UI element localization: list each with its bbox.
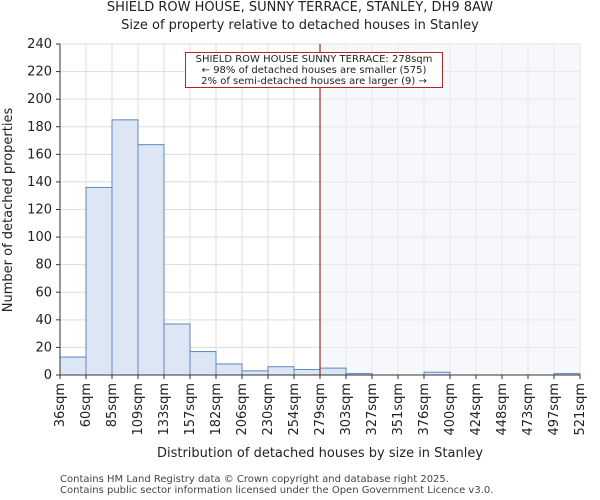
x-tick-label: 351sqm: [391, 383, 406, 436]
histogram-bar: [137, 144, 165, 376]
histogram-bar: [189, 351, 217, 376]
histogram-bar: [59, 356, 87, 376]
annotation-line-2: ← 98% of detached houses are smaller (57…: [201, 65, 427, 76]
y-axis-label: Number of detached properties: [1, 108, 16, 313]
y-tick-label: 120: [27, 203, 52, 218]
histogram-bar: [111, 119, 139, 376]
x-tick-label: 157sqm: [183, 383, 198, 436]
chart-subtitle: Size of property relative to detached ho…: [121, 18, 479, 33]
y-tick-label: 140: [27, 175, 52, 190]
x-tick-label: 521sqm: [573, 383, 588, 436]
histogram-bar: [293, 368, 321, 376]
x-tick-label: 109sqm: [131, 383, 146, 436]
y-tick-label: 240: [27, 37, 52, 52]
chart-title: SHIELD ROW HOUSE, SUNNY TERRACE, STANLEY…: [106, 0, 494, 15]
x-tick-label: 424sqm: [469, 383, 484, 436]
y-tick-label: 20: [35, 340, 52, 355]
x-tick-label: 60sqm: [79, 383, 94, 427]
y-tick-label: 40: [35, 313, 52, 328]
histogram-bar: [215, 363, 243, 376]
histogram-bar: [267, 366, 295, 376]
annotation-box: SHIELD ROW HOUSE SUNNY TERRACE: 278sqm ←…: [185, 52, 443, 88]
annotation-line-1: SHIELD ROW HOUSE SUNNY TERRACE: 278sqm: [195, 54, 433, 65]
x-tick-label: 448sqm: [495, 383, 510, 436]
y-tick-label: 160: [27, 147, 52, 162]
histogram-bar: [241, 370, 269, 376]
annotation-line-3: 2% of semi-detached houses are larger (9…: [201, 76, 427, 87]
y-tick-label: 180: [27, 120, 52, 135]
y-tick-label: 220: [27, 65, 52, 80]
x-tick-label: 206sqm: [235, 383, 250, 436]
x-tick-label: 85sqm: [105, 383, 120, 427]
histogram-bar: [85, 186, 113, 376]
footer-line-1: Contains HM Land Registry data © Crown c…: [60, 474, 449, 485]
x-tick-label: 473sqm: [521, 383, 536, 436]
histogram-bar: [163, 323, 191, 376]
x-tick-label: 400sqm: [443, 383, 458, 436]
x-tick-label: 254sqm: [287, 383, 302, 436]
x-tick-label: 279sqm: [313, 383, 328, 436]
larger-properties-shade: [320, 44, 580, 375]
histogram-bar: [319, 367, 347, 376]
x-axis-label: Distribution of detached houses by size …: [157, 446, 483, 461]
x-tick-label: 303sqm: [339, 383, 354, 436]
x-tick-label: 36sqm: [53, 383, 68, 427]
y-tick-label: 100: [27, 230, 52, 245]
x-tick-label: 497sqm: [547, 383, 562, 436]
x-tick-label: 230sqm: [261, 383, 276, 436]
x-tick-label: 133sqm: [157, 383, 172, 436]
y-tick-label: 200: [27, 92, 52, 107]
y-tick-label: 80: [35, 258, 52, 273]
y-tick-label: 0: [44, 368, 52, 383]
y-tick-label: 60: [35, 285, 52, 300]
footer-line-2: Contains public sector information licen…: [60, 485, 494, 496]
x-tick-label: 182sqm: [209, 383, 224, 436]
x-tick-label: 376sqm: [417, 383, 432, 436]
x-tick-label: 327sqm: [365, 383, 380, 436]
